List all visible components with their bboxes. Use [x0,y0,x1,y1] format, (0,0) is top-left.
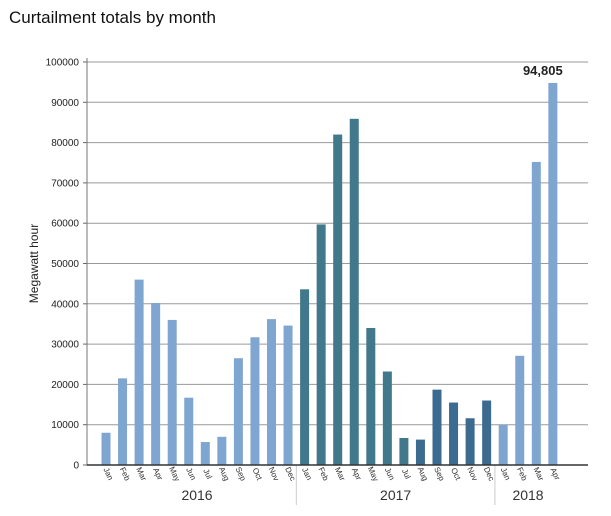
bar-2016-mar [134,279,144,465]
bar-2017-oct [449,402,459,465]
month-label: Feb [515,466,529,483]
bar-2016-aug [217,436,227,465]
bar-2017-nov [465,418,475,465]
y-tick-label: 90000 [51,98,79,109]
month-label: Sep [234,466,248,483]
bar-2016-feb [118,378,128,465]
bar-2017-jun [382,371,392,465]
bar-2016-nov [267,319,276,465]
month-label: Oct [251,466,265,482]
bar-2017-jan [300,289,310,465]
month-label: Feb [118,466,132,483]
year-label: 2016 [181,487,212,503]
month-label: Dec [482,466,496,483]
bar-2016-apr [151,302,161,465]
y-tick-label: 50000 [51,259,79,270]
y-tick-label: 60000 [51,219,79,230]
bar-2017-apr [349,118,359,465]
bar-2018-jan [498,424,508,465]
bar-2018-mar [531,161,541,465]
y-tick-label: 10000 [51,420,79,431]
month-label: Apr [151,466,165,481]
month-label: Dec [283,466,297,483]
bar-2016-jan [101,432,111,465]
bar-2017-jul [399,437,409,465]
year-label: 2017 [380,487,411,503]
month-label: Mar [333,466,347,483]
month-label: Jun [383,466,397,482]
month-label: May [167,465,182,483]
bar-2017-sep [432,389,442,465]
bar-2017-feb [316,224,326,465]
value-annotation: 94,805 [523,63,563,78]
bar-2016-jul [200,442,210,465]
y-tick-label: 0 [73,461,79,472]
month-label: Aug [217,466,231,483]
month-label: Aug [416,466,430,483]
year-label: 2018 [512,487,543,503]
month-label: Sep [432,466,446,483]
month-label: Oct [449,466,463,482]
bar-2016-may [167,319,177,465]
y-tick-label: 100000 [46,58,80,69]
month-label: Jan [101,466,115,482]
month-label: Feb [316,466,330,483]
y-tick-label: 80000 [51,138,79,149]
month-label: Apr [350,466,364,481]
month-label: Jan [300,466,314,482]
chart-title: Curtailment totals by month [9,8,216,27]
month-label: Jan [499,466,513,482]
month-label: Nov [465,466,479,483]
month-label: Jul [201,467,214,480]
month-label: Jul [400,467,413,480]
month-label: May [366,465,381,483]
bar-2018-feb [515,355,525,465]
y-tick-label: 40000 [51,299,79,310]
bar-2017-may [366,327,376,465]
month-label: Mar [134,466,148,483]
month-label: Nov [267,466,281,483]
bar-2017-aug [415,439,425,465]
month-label: Jun [184,466,198,482]
bar-2016-jun [184,397,194,465]
y-axis-label: Megawatt hour [27,224,41,303]
month-label: Apr [548,466,562,481]
y-tick-label: 30000 [51,340,79,351]
bar-2016-oct [250,337,260,465]
bar-2016-sep [233,358,243,465]
y-tick-label: 20000 [51,380,79,391]
bar-2018-apr [548,82,558,465]
month-label: Mar [532,466,546,483]
bar-2017-dec [482,400,492,465]
bar-2016-dec [283,325,293,465]
bar-2017-mar [333,134,343,466]
y-tick-label: 70000 [51,178,79,189]
